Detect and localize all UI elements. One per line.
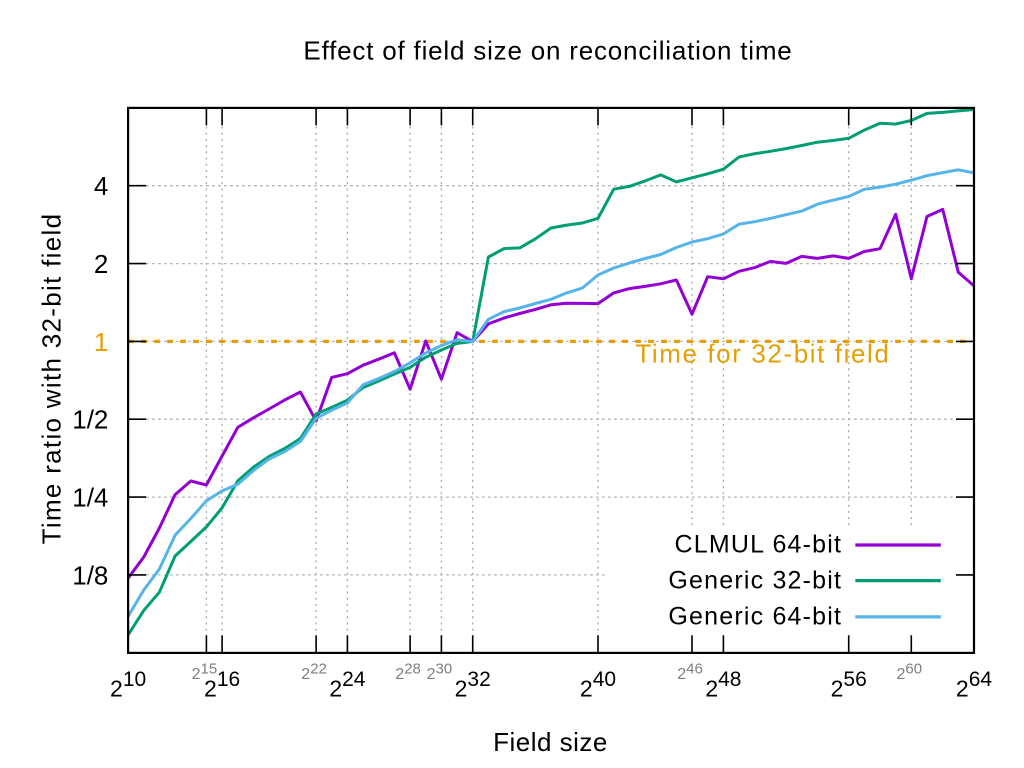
svg-text:1/8: 1/8 [72,560,108,590]
svg-text:Generic 64-bit: Generic 64-bit [668,603,842,631]
svg-text:1/2: 1/2 [72,405,108,435]
svg-text:2: 2 [94,249,108,279]
svg-text:Effect of field size on reconc: Effect of field size on reconciliation t… [303,36,792,66]
svg-text:215: 215 [192,660,218,683]
svg-text:Time for 32-bit field: Time for 32-bit field [635,338,890,368]
svg-text:222: 222 [301,660,327,683]
svg-text:Generic 32-bit: Generic 32-bit [668,566,842,594]
svg-text:Field size: Field size [493,727,608,757]
svg-text:1/4: 1/4 [72,483,108,513]
svg-text:Time ratio with 32-bit field: Time ratio with 32-bit field [37,213,67,545]
svg-text:CLMUL 64-bit: CLMUL 64-bit [674,531,842,559]
svg-text:1: 1 [94,327,108,357]
svg-text:4: 4 [94,171,108,201]
svg-text:260: 260 [897,660,923,683]
svg-text:230: 230 [427,660,453,683]
svg-text:246: 246 [677,660,703,683]
svg-text:228: 228 [395,660,421,683]
